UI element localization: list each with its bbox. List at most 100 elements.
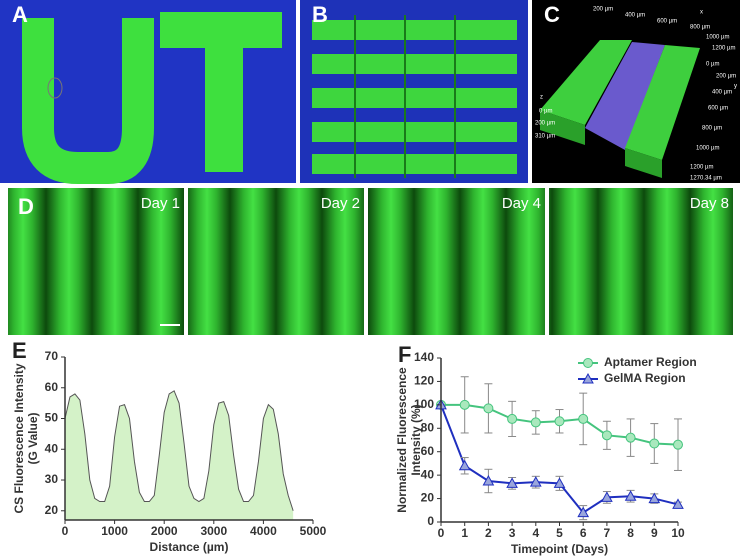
y-tick-label: 50: [45, 411, 59, 425]
c-annotation: 600 µm: [657, 19, 677, 25]
marker: [673, 439, 683, 450]
c-annotation: 1200 µm: [690, 165, 713, 171]
legend-marker: [582, 372, 594, 384]
c-annotation: 1270.34 µm: [690, 176, 722, 182]
day-label: Day 8: [690, 195, 729, 212]
day-label: Day 1: [141, 195, 180, 212]
marker: [553, 477, 566, 488]
c-annotation: x: [700, 10, 703, 16]
x-tick-label: 8: [627, 526, 634, 540]
legend-marker: [583, 358, 593, 368]
c-annotation: 800 µm: [690, 25, 710, 31]
panel-label: D: [18, 194, 34, 219]
x-tick-label: 2: [485, 526, 492, 540]
x-tick-label: 4: [532, 526, 539, 540]
x-tick-label: 9: [651, 526, 658, 540]
panel-label: E: [12, 338, 27, 363]
y-tick-label: 60: [421, 444, 435, 458]
marker: [601, 491, 613, 502]
marker: [648, 492, 661, 504]
x-tick-label: 5000: [300, 524, 327, 538]
y-tick-label: 20: [421, 491, 435, 505]
panel-b-image: [300, 0, 528, 183]
y-axis-title: Intensity (%): [409, 404, 423, 475]
c-annotation: 1000 µm: [696, 146, 719, 152]
day-label: Day 4: [502, 195, 541, 212]
panel-c-image: [532, 0, 740, 183]
y-tick-label: 40: [421, 467, 435, 481]
marker: [649, 438, 660, 449]
c-annotation: 200 µm: [593, 7, 613, 13]
y-tick-label: 140: [414, 350, 434, 364]
y-axis-title: (G Value): [26, 412, 40, 464]
y-tick-label: 60: [45, 380, 59, 394]
marker: [529, 476, 542, 487]
marker: [554, 416, 565, 427]
marker: [625, 432, 636, 443]
y-axis-title: CS Fluorescence Intensity: [12, 363, 26, 513]
y-tick-label: 120: [414, 374, 434, 388]
x-tick-label: 3: [509, 526, 516, 540]
c-annotation: 0 µm: [706, 62, 719, 68]
c-annotation: 1200 µm: [712, 46, 735, 52]
marker: [577, 506, 590, 518]
x-tick-label: 7: [604, 526, 611, 540]
y-tick-label: 80: [421, 420, 435, 434]
legend-label: Aptamer Region: [604, 355, 697, 369]
panel-label: A: [12, 2, 28, 27]
y-tick-label: 0: [427, 514, 434, 528]
marker: [458, 459, 471, 471]
x-tick-label: 2000: [151, 524, 178, 538]
panel-d-images: [8, 188, 733, 335]
x-tick-label: 5: [556, 526, 563, 540]
x-axis-title: Distance (µm): [150, 540, 229, 554]
c-annotation: 800 µm: [702, 126, 722, 132]
y-tick-label: 70: [45, 349, 59, 363]
area: [65, 390, 294, 520]
legend-label: GelMA Region: [604, 371, 686, 385]
x-tick-label: 0: [62, 524, 69, 538]
y-axis-title: Normalized Fluorescence: [395, 367, 409, 513]
c-annotation: z: [540, 95, 543, 101]
marker: [483, 403, 494, 414]
marker: [530, 417, 541, 428]
x-tick-label: 3000: [200, 524, 227, 538]
x-axis-title: Timepoint (Days): [511, 542, 608, 556]
y-tick-label: 30: [45, 472, 59, 486]
x-tick-label: 6: [580, 526, 587, 540]
marker: [601, 430, 612, 441]
c-annotation: 200 µm: [716, 74, 736, 80]
c-annotation: 400 µm: [712, 90, 732, 96]
marker: [578, 413, 589, 424]
x-tick-label: 1: [461, 526, 468, 540]
x-tick-label: 10: [671, 526, 685, 540]
c-annotation: 400 µm: [625, 13, 645, 19]
panel-label: C: [544, 2, 560, 27]
panel-label: F: [398, 342, 411, 367]
day-label: Day 2: [321, 195, 360, 212]
c-annotation: 0 µm: [539, 109, 552, 115]
c-annotation: 600 µm: [708, 106, 728, 112]
x-tick-label: 0: [438, 526, 445, 540]
y-tick-label: 100: [414, 397, 434, 411]
marker: [624, 490, 637, 501]
c-annotation: 200 µm: [535, 121, 555, 127]
y-tick-label: 20: [45, 503, 59, 517]
c-annotation: 310 µm: [535, 134, 555, 140]
c-annotation: 1000 µm: [706, 35, 729, 41]
y-tick-label: 40: [45, 441, 59, 455]
marker: [506, 477, 518, 488]
marker: [507, 413, 518, 424]
marker: [482, 474, 495, 486]
panel-a-image: [0, 0, 296, 184]
profile-line: [64, 390, 294, 511]
c-annotation: y: [734, 84, 737, 90]
marker: [459, 399, 470, 410]
x-tick-label: 4000: [250, 524, 277, 538]
panel-label: B: [312, 2, 328, 27]
labels: A B C D E F Day 1 Day 2 Day 4 Day 8 200 µm 400 µm 60…: [12, 2, 737, 367]
marker: [672, 498, 684, 509]
x-tick-label: 1000: [101, 524, 128, 538]
